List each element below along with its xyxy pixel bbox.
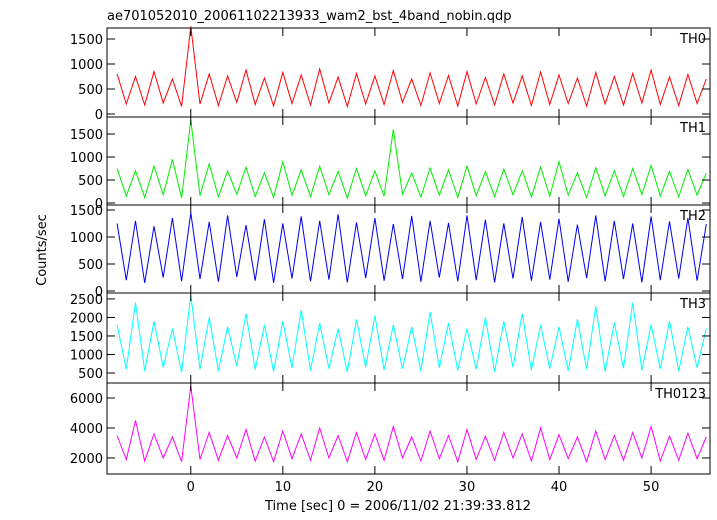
y-tick-label: 2000 bbox=[70, 311, 103, 326]
y-tick-label: 1500 bbox=[70, 33, 103, 48]
y-tick-label: 1000 bbox=[70, 151, 103, 166]
panel-frame bbox=[106, 382, 711, 475]
panel-label: TH3 bbox=[679, 297, 706, 312]
y-tick-label: 0 bbox=[95, 108, 103, 123]
chart-title: ae701052010_20061102213933_wam2_bst_4ban… bbox=[107, 9, 512, 24]
x-tick-label: 0 bbox=[187, 480, 195, 495]
panel-label: TH1 bbox=[679, 121, 706, 136]
panel-label: TH2 bbox=[679, 209, 706, 224]
x-axis-label: Time [sec] 0 = 2006/11/02 21:39:33.812 bbox=[264, 499, 531, 514]
y-tick-label: 0 bbox=[95, 197, 103, 212]
panel-frame bbox=[106, 27, 711, 118]
y-tick-label: 0 bbox=[95, 285, 103, 300]
y-tick-label: 500 bbox=[78, 367, 103, 382]
light-curve bbox=[116, 120, 707, 200]
y-tick-label: 1000 bbox=[70, 58, 103, 73]
x-tick-label: 20 bbox=[367, 480, 384, 495]
y-tick-label: 1000 bbox=[70, 348, 103, 363]
x-tick-label: 10 bbox=[275, 480, 292, 495]
x-tick-label: 50 bbox=[643, 480, 660, 495]
y-tick-label: 2000 bbox=[70, 452, 103, 467]
y-tick-label: 1000 bbox=[70, 231, 103, 246]
light-curve bbox=[116, 26, 707, 109]
y-tick-label: 2500 bbox=[70, 293, 103, 308]
y-axis-label: Counts/sec bbox=[35, 214, 50, 286]
y-tick-label: 6000 bbox=[70, 392, 103, 407]
y-tick-label: 500 bbox=[78, 83, 103, 98]
panel-frame bbox=[106, 116, 711, 206]
panel-label: TH0 bbox=[679, 32, 706, 47]
y-tick-label: 4000 bbox=[70, 422, 103, 437]
light-curve bbox=[116, 385, 707, 464]
panel-frame bbox=[106, 204, 711, 294]
light-curve bbox=[116, 212, 707, 283]
light-curve bbox=[116, 295, 707, 373]
panel-frame bbox=[106, 292, 711, 384]
y-tick-label: 500 bbox=[78, 174, 103, 189]
panel-label: TH0123 bbox=[654, 387, 706, 402]
y-tick-label: 1500 bbox=[70, 128, 103, 143]
y-tick-label: 500 bbox=[78, 258, 103, 273]
x-tick-label: 30 bbox=[459, 480, 476, 495]
x-tick-label: 40 bbox=[551, 480, 568, 495]
y-tick-label: 1500 bbox=[70, 330, 103, 345]
y-tick-label: 1500 bbox=[70, 204, 103, 219]
